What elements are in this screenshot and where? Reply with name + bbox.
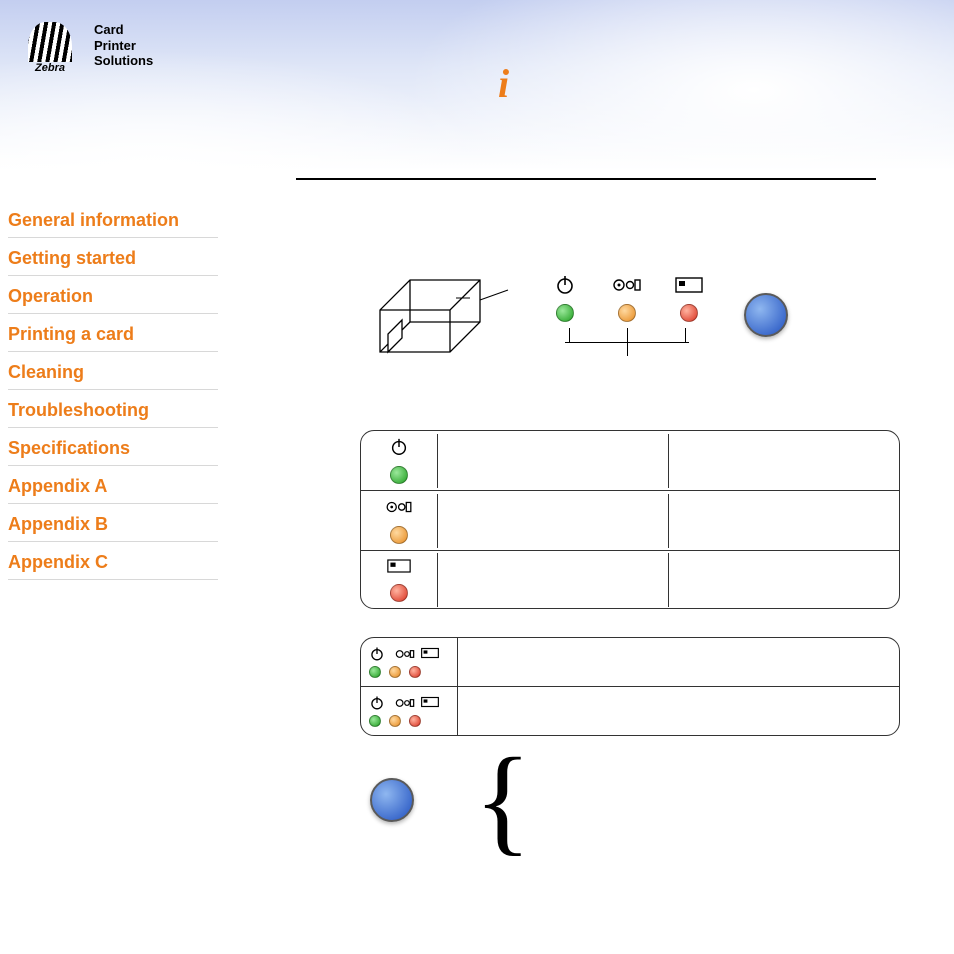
- ribbon-icon: [395, 695, 413, 711]
- button-brace-row: {: [360, 764, 900, 836]
- table-cell: [437, 434, 668, 488]
- ribbon-icon: [395, 646, 413, 662]
- panel-button[interactable]: [370, 778, 414, 822]
- table-row: [361, 638, 899, 687]
- nav-operation[interactable]: Operation: [8, 276, 218, 314]
- brand-name: Zebra: [35, 62, 65, 74]
- brand-tagline: Card Printer Solutions: [94, 22, 153, 69]
- card-led: [680, 304, 698, 322]
- table-row: [361, 431, 899, 491]
- tagline-l2: Printer: [94, 38, 153, 54]
- zebra-logo: Zebra: [14, 22, 86, 80]
- nav-appendix-b[interactable]: Appendix B: [8, 504, 218, 542]
- ribbon-led: [389, 715, 401, 727]
- ribbon-led: [618, 304, 636, 322]
- indicator-icons-row: [540, 272, 714, 322]
- printer-illustration: [360, 260, 510, 370]
- zebra-stripes-icon: [28, 22, 72, 62]
- nav-troubleshooting[interactable]: Troubleshooting: [8, 390, 218, 428]
- ribbon-led: [389, 666, 401, 678]
- table-cell: [668, 494, 899, 548]
- card-icon: [421, 695, 439, 711]
- table-row: [361, 687, 899, 735]
- table-row: [361, 551, 899, 608]
- power-icon: [550, 272, 580, 298]
- card-led: [409, 715, 421, 727]
- main-content: {: [360, 260, 900, 836]
- power-led: [556, 304, 574, 322]
- card-led: [390, 584, 408, 602]
- printer-indicator-row: [360, 260, 900, 370]
- nav-appendix-c[interactable]: Appendix C: [8, 542, 218, 580]
- curly-brace-icon: {: [474, 764, 532, 836]
- table-cell: [668, 434, 899, 488]
- status-table-2: [360, 637, 900, 736]
- power-led: [369, 715, 381, 727]
- panel-button[interactable]: [744, 293, 788, 337]
- power-icon: [369, 695, 387, 711]
- nav-printing-a-card[interactable]: Printing a card: [8, 314, 218, 352]
- power-icon: [389, 437, 409, 462]
- table-cell: [457, 687, 899, 735]
- card-led: [409, 666, 421, 678]
- nav-specifications[interactable]: Specifications: [8, 428, 218, 466]
- power-icon: [369, 646, 387, 662]
- table-row: [361, 491, 899, 551]
- ribbon-icon: [612, 272, 642, 298]
- card-icon: [674, 272, 704, 298]
- nav-cleaning[interactable]: Cleaning: [8, 352, 218, 390]
- table-cell: [457, 638, 899, 686]
- tagline-l1: Card: [94, 22, 153, 38]
- card-icon: [387, 557, 411, 580]
- power-led: [369, 666, 381, 678]
- info-i-icon: i: [498, 60, 509, 107]
- table-cell: [437, 494, 668, 548]
- card-icon: [421, 646, 439, 662]
- table-cell: [437, 553, 668, 607]
- table-cell: [668, 553, 899, 607]
- sidebar-nav: General information Getting started Oper…: [8, 200, 218, 580]
- brand-block: Zebra Card Printer Solutions: [14, 22, 153, 80]
- ribbon-led: [390, 526, 408, 544]
- section-divider: [296, 178, 876, 180]
- ribbon-icon: [385, 497, 413, 522]
- power-led: [390, 466, 408, 484]
- nav-general-information[interactable]: General information: [8, 200, 218, 238]
- nav-appendix-a[interactable]: Appendix A: [8, 466, 218, 504]
- indicator-bracket: [557, 328, 697, 358]
- nav-getting-started[interactable]: Getting started: [8, 238, 218, 276]
- tagline-l3: Solutions: [94, 53, 153, 69]
- status-table-1: [360, 430, 900, 609]
